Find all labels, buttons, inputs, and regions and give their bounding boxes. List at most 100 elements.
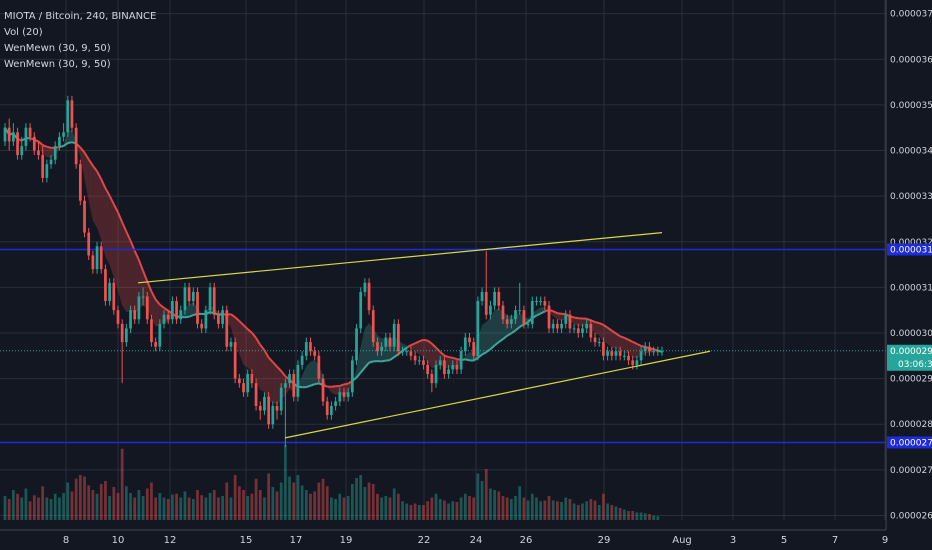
candle-body: [643, 346, 647, 352]
volume-bar: [158, 493, 162, 520]
ma-line-segment: [159, 303, 165, 309]
ma-line-segment: [343, 382, 349, 386]
volume-bar: [267, 473, 270, 520]
volume-bar: [137, 490, 141, 520]
candle-body: [539, 301, 543, 303]
candle-body: [526, 323, 530, 325]
ma-ribbon-segment: [109, 195, 114, 278]
candle-body: [267, 396, 270, 425]
candle-body: [58, 136, 61, 146]
ma-ribbon-segment: [67, 130, 72, 144]
candle-body: [560, 323, 563, 329]
volume-bar: [434, 493, 438, 520]
candle-body: [602, 342, 605, 356]
candle-body: [501, 305, 505, 320]
volume-bar: [556, 501, 559, 520]
x-tick-label: 9: [882, 535, 888, 546]
volume-bar: [313, 491, 317, 520]
ma-ribbon-segment: [264, 350, 269, 402]
ma-ribbon-segment: [465, 351, 470, 361]
candle-body: [62, 132, 65, 137]
trendline: [284, 350, 711, 439]
ma-line-segment: [331, 385, 336, 388]
volume-bar: [279, 482, 283, 520]
candle-body: [363, 282, 367, 292]
candle-body: [233, 342, 237, 379]
volume-bar: [275, 491, 279, 520]
ma-line-segment: [121, 221, 128, 233]
indicator-label-1[interactable]: WenMewn (30, 9, 50): [4, 43, 111, 54]
volume-bar: [120, 448, 124, 520]
volume-bar: [451, 501, 455, 520]
volume-bar: [409, 505, 413, 520]
candle-body: [522, 310, 526, 324]
chart-grid: [0, 0, 886, 520]
price-axis-panel: [886, 0, 932, 550]
volume-bar: [300, 485, 304, 520]
volume-bar: [242, 490, 245, 520]
volume-bar: [363, 487, 367, 520]
candle-body: [417, 360, 421, 362]
ma-line-segment: [184, 315, 190, 319]
volume-bar: [24, 488, 28, 520]
ma-line-segment: [359, 366, 366, 374]
volume-bar: [154, 497, 158, 520]
candle-body: [468, 337, 471, 343]
ma-line-segment: [117, 211, 124, 223]
candle-body: [493, 291, 496, 306]
ma-line-segment: [636, 342, 642, 347]
ma-ribbon-segment: [256, 338, 261, 390]
candle-body: [217, 314, 220, 324]
y-tick-label: 0.00003700: [890, 10, 932, 20]
volume-bar: [187, 497, 191, 520]
candle-body: [288, 374, 291, 384]
ma-line-segment: [339, 383, 345, 387]
candle-body: [237, 378, 241, 384]
volume-bar: [480, 481, 484, 520]
volume-bar: [505, 497, 509, 520]
ma-ribbon-segment: [251, 332, 257, 382]
volume-bar: [417, 505, 421, 520]
ma-line-segment: [632, 340, 638, 345]
candle-body: [497, 291, 501, 306]
symbol-label[interactable]: MIOTA / Bitcoin, 240, BINANCE: [4, 11, 157, 22]
price-badge-label: 0.00003183: [890, 246, 932, 256]
price-badge: [887, 436, 932, 449]
volume-bar: [522, 497, 526, 520]
candle-body: [622, 355, 626, 357]
candle-body: [3, 127, 7, 142]
ma-ribbon-segment: [243, 325, 248, 368]
volume-bar: [639, 512, 643, 520]
volume-bar: [392, 488, 396, 520]
volume-bar: [397, 493, 400, 520]
volume-bar: [108, 496, 111, 520]
volume-bar: [413, 503, 417, 520]
candle-body: [104, 269, 107, 302]
candle-body: [614, 351, 618, 356]
volume-bar: [296, 475, 300, 520]
volume-bar: [539, 501, 543, 520]
candle-body: [610, 351, 614, 356]
candle-body: [246, 374, 250, 393]
candle-body: [551, 323, 555, 329]
volume-bar: [367, 482, 371, 520]
volume-bar: [32, 495, 36, 520]
indicator-label-2[interactable]: WenMewn (30, 9, 50): [4, 59, 111, 70]
ma-ribbon-segment: [620, 336, 625, 353]
ma-line-segment: [473, 356, 479, 362]
candle-body: [292, 374, 296, 397]
volume-indicator-label[interactable]: Vol (20): [4, 27, 43, 38]
volume-bar: [74, 478, 78, 520]
volume-bar: [145, 488, 149, 520]
ma-line-segment: [100, 178, 107, 189]
ma-line-segment: [234, 316, 241, 322]
volume-bar: [572, 503, 576, 520]
candle-body: [204, 310, 208, 329]
candle-body: [405, 351, 409, 353]
ma-ribbon-segment: [230, 314, 236, 343]
candle-body: [45, 164, 49, 178]
volume-bar: [593, 500, 597, 520]
candle-body: [656, 351, 660, 353]
volume-bar: [447, 503, 450, 520]
